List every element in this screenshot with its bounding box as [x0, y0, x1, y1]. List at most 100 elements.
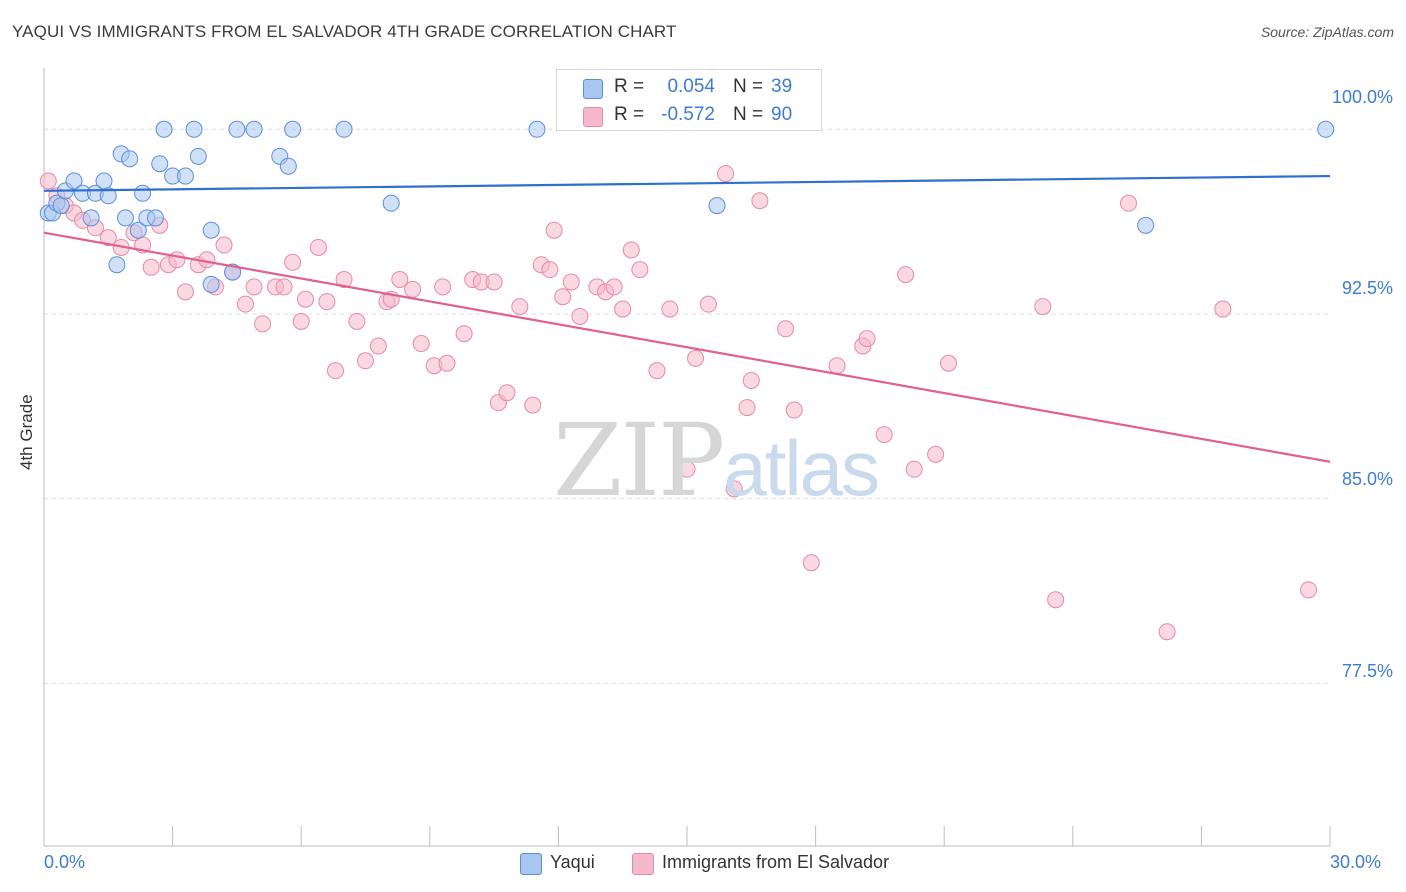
el-salvador-point [309, 238, 327, 256]
el-salvador-point [176, 283, 194, 301]
legend-n-value: 39 [771, 76, 793, 97]
y-tick-label: 77.5% [1341, 661, 1393, 681]
yaqui-point [202, 221, 220, 239]
el-salvador-point [1214, 300, 1232, 318]
el-salvador-point [357, 352, 374, 370]
yaqui-point [99, 187, 117, 205]
yaqui-point [151, 155, 169, 173]
el-salvador-point [614, 300, 632, 318]
yaqui-point [134, 184, 152, 202]
el-salvador-point [296, 290, 314, 308]
el-salvador-point [622, 241, 640, 259]
el-salvador-point [39, 172, 57, 190]
yaqui-trend-line [43, 174, 1331, 192]
x-tick-label: 0.0% [44, 852, 86, 872]
el-salvador-point [498, 384, 516, 402]
el-salvador-point [326, 362, 344, 380]
el-salvador-point [1120, 194, 1138, 212]
legend-swatch-yaqui [520, 853, 542, 875]
points-layer [39, 120, 1335, 641]
el-salvador-point [142, 258, 160, 276]
el-salvador-point [254, 315, 272, 333]
el-salvador-point [905, 460, 923, 478]
yaqui-point [116, 209, 134, 227]
el-salvador-point [245, 278, 263, 296]
y-tick-label: 85.0% [1341, 469, 1393, 489]
yaqui-point [65, 172, 83, 190]
yaqui-point [335, 120, 353, 138]
legend-r-label: R = [614, 104, 645, 125]
watermark: ZIPatlas [553, 402, 880, 519]
el-salvador-point [631, 261, 649, 279]
correlation-legend: R = 0.054 N = 39 R = -0.572 N = 90 [556, 69, 822, 131]
el-salvador-point [215, 236, 233, 254]
legend-n-label: N = [733, 76, 764, 97]
yaqui-point [1317, 120, 1335, 138]
legend-swatch-el-salvador [583, 107, 603, 127]
el-salvador-point [511, 298, 529, 316]
el-salvador-point [897, 266, 915, 284]
watermark-zip: ZIP [553, 402, 725, 519]
el-salvador-point [562, 273, 580, 291]
el-salvador-point [1034, 298, 1052, 316]
yaqui-point [708, 197, 726, 215]
el-salvador-point [391, 271, 409, 289]
el-salvador-point [927, 445, 945, 463]
yaqui-point [176, 167, 194, 185]
legend-swatch-el-salvador [632, 853, 654, 875]
y-tick-label: 100.0% [1331, 87, 1393, 107]
el-salvador-point [1047, 591, 1065, 609]
el-salvador-point [802, 554, 820, 572]
axis-layer [43, 68, 1331, 847]
legend-label-yaqui: Yaqui [550, 852, 595, 872]
el-salvador-point [738, 399, 756, 417]
yaqui-point [382, 194, 400, 212]
el-salvador-point [785, 401, 803, 419]
legend-n-label: N = [733, 104, 764, 125]
yaqui-point [52, 197, 70, 215]
legend-r-value: 0.054 [667, 76, 715, 97]
el-salvador-point [434, 278, 452, 296]
el-salvador-point [858, 330, 876, 348]
el-salvador-point [687, 349, 705, 367]
y-axis-label: 4th Grade [17, 394, 36, 470]
yaqui-point [189, 147, 207, 165]
yaqui-point [95, 172, 113, 190]
yaqui-point [245, 120, 263, 138]
el-salvador-point [369, 337, 387, 355]
el-salvador-point [284, 253, 302, 271]
yaqui-point [228, 120, 246, 138]
el-salvador-point [751, 192, 769, 210]
legend-row-el-salvador: R = -0.572 N = 90 [557, 102, 821, 130]
yaqui-point [528, 120, 546, 138]
el-salvador-point [318, 293, 336, 311]
el-salvador-point [292, 312, 310, 330]
el-salvador-point [438, 354, 456, 372]
el-salvador-point [605, 278, 623, 296]
el-salvador-point [485, 273, 503, 291]
yaqui-point [82, 209, 100, 227]
el-salvador-point [404, 280, 422, 298]
trend-layer [43, 174, 1331, 463]
el-salvador-point [554, 288, 572, 306]
el-salvador-point [939, 354, 957, 372]
watermark-atlas: atlas [723, 424, 880, 512]
yaqui-point [146, 209, 164, 227]
legend-r-label: R = [614, 76, 645, 97]
el-salvador-point [777, 320, 795, 338]
yaqui-point [202, 275, 220, 293]
el-salvador-point [678, 460, 696, 478]
yaqui-point [155, 120, 173, 138]
el-salvador-point [571, 307, 589, 325]
el-salvador-point [545, 221, 563, 239]
yaqui-point [284, 120, 302, 138]
chart-title: YAQUI VS IMMIGRANTS FROM EL SALVADOR 4TH… [12, 22, 677, 41]
legend-label-el-salvador: Immigrants from El Salvador [662, 852, 890, 872]
el-salvador-point [828, 357, 846, 375]
el-salvador-point [335, 271, 353, 289]
legend-row-yaqui: R = 0.054 N = 39 [557, 74, 821, 102]
el-salvador-point [742, 371, 760, 389]
el-salvador-point [236, 295, 254, 313]
yaqui-point [279, 157, 297, 175]
el-salvador-point [661, 300, 679, 318]
